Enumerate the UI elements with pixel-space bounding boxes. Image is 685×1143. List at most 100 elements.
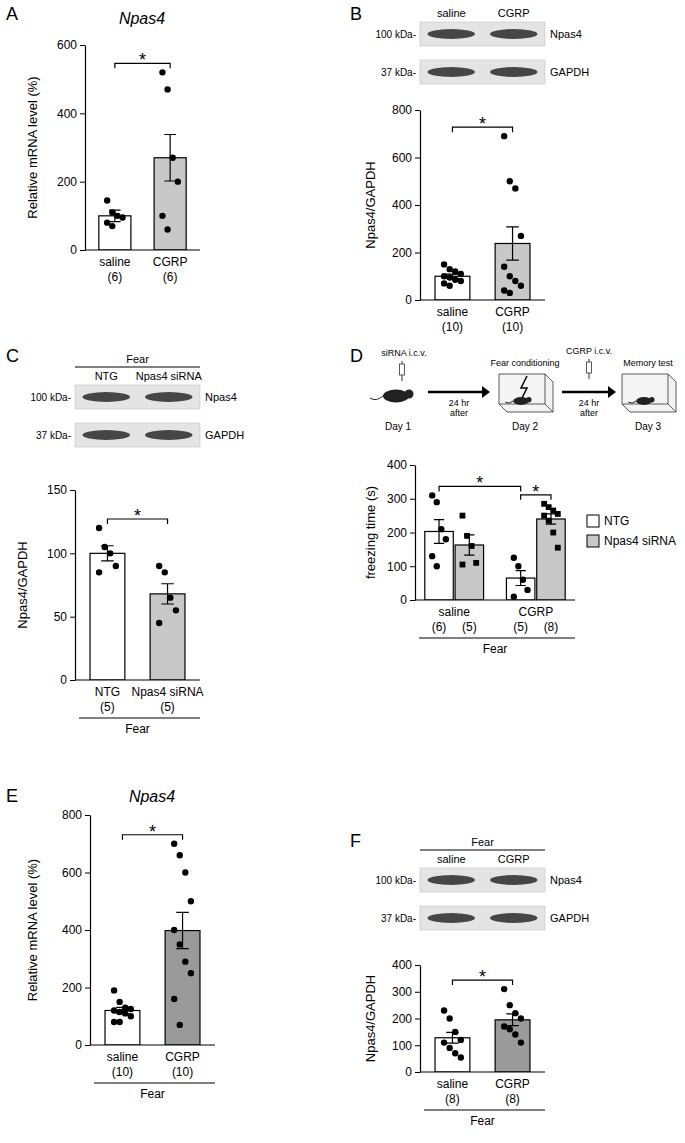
error-bar bbox=[434, 520, 444, 544]
y-axis-title: Relative mRNA level (%) bbox=[25, 76, 40, 218]
n-label: (6) bbox=[432, 620, 447, 634]
data-point bbox=[512, 1031, 518, 1037]
data-point bbox=[507, 273, 513, 279]
group-label: Fear bbox=[470, 1114, 495, 1128]
y-tick: 800 bbox=[62, 808, 90, 822]
category-label: saline bbox=[439, 605, 471, 619]
y-tick: 0 bbox=[70, 243, 85, 257]
blot-protein-label: GAPDH bbox=[550, 912, 589, 924]
data-point bbox=[188, 970, 194, 976]
y-tick-label: 100 bbox=[47, 547, 67, 561]
data-point bbox=[434, 563, 440, 569]
blot-lane-label: NTG bbox=[95, 370, 118, 382]
y-tick-mark bbox=[80, 250, 85, 251]
data-point bbox=[511, 593, 517, 599]
y-tick-label: 400 bbox=[387, 458, 407, 472]
y-tick-mark bbox=[415, 300, 420, 301]
y-tick: 800 bbox=[392, 103, 420, 117]
y-tick-label: 600 bbox=[62, 866, 82, 880]
panel: DsiRNA i.c.v.Day 1Fear conditioningDay 2… bbox=[350, 346, 676, 656]
y-tick-mark bbox=[415, 1019, 420, 1020]
data-point bbox=[429, 492, 435, 498]
error-bar bbox=[546, 514, 556, 524]
significance-label: * bbox=[149, 822, 156, 842]
group-line bbox=[424, 1110, 545, 1111]
plot-area bbox=[90, 525, 185, 680]
data-point bbox=[177, 852, 183, 858]
y-tick: 100 bbox=[47, 547, 75, 561]
data-point bbox=[156, 563, 162, 569]
error-bar bbox=[109, 210, 121, 222]
data-point bbox=[128, 1006, 134, 1012]
n-label: (8) bbox=[445, 1092, 460, 1106]
y-tick-mark bbox=[415, 965, 420, 966]
data-point bbox=[518, 283, 524, 289]
chart-title: Npas4 bbox=[119, 10, 165, 27]
y-tick: 100 bbox=[387, 560, 415, 574]
data-point bbox=[182, 869, 188, 875]
error-bar bbox=[164, 135, 176, 181]
y-tick-mark bbox=[80, 182, 85, 183]
significance-label: * bbox=[476, 473, 483, 493]
blot-band bbox=[83, 392, 131, 402]
data-point bbox=[173, 607, 179, 613]
arrow bbox=[428, 386, 490, 398]
blot-header: Fear bbox=[126, 353, 149, 365]
data-point bbox=[177, 941, 183, 947]
day-label: Day 1 bbox=[385, 421, 412, 432]
data-point bbox=[188, 898, 194, 904]
data-point bbox=[555, 545, 561, 551]
data-point bbox=[473, 560, 479, 566]
y-tick: 200 bbox=[392, 246, 420, 260]
y-axis-line bbox=[90, 816, 91, 1046]
data-point bbox=[507, 178, 513, 184]
blot-size-label: 37 kDa- bbox=[381, 67, 416, 78]
data-point bbox=[96, 569, 102, 575]
data-point bbox=[116, 1009, 122, 1015]
y-tick: 400 bbox=[62, 923, 90, 937]
y-tick-label: 150 bbox=[47, 483, 67, 497]
data-point bbox=[164, 226, 170, 232]
y-tick-label: 800 bbox=[392, 103, 412, 117]
y-tick: 200 bbox=[392, 1012, 420, 1026]
data-point bbox=[507, 290, 513, 296]
data-point bbox=[520, 577, 526, 583]
mouse-icon bbox=[505, 397, 531, 405]
blot-size-label: 100 kDa- bbox=[30, 392, 71, 403]
n-label: (10) bbox=[112, 1065, 133, 1079]
blot-band bbox=[490, 67, 538, 77]
data-point bbox=[512, 1010, 518, 1016]
y-tick-mark bbox=[70, 617, 75, 618]
data-point bbox=[518, 233, 524, 239]
n-label: (10) bbox=[502, 320, 523, 334]
y-tick-label: 50 bbox=[54, 610, 68, 624]
data-point bbox=[116, 1019, 122, 1025]
blot-lane-label: saline bbox=[437, 7, 466, 19]
blot-protein-label: Npas4 bbox=[550, 28, 582, 40]
panel-label: A bbox=[6, 4, 18, 24]
y-tick: 0 bbox=[400, 593, 415, 607]
group-line bbox=[94, 1083, 215, 1084]
day-label: Day 2 bbox=[512, 421, 539, 432]
blot-band bbox=[428, 875, 476, 885]
y-tick-label: 0 bbox=[405, 293, 412, 307]
data-point bbox=[501, 287, 507, 293]
significance-label: * bbox=[479, 114, 486, 134]
y-axis: 0200400600800 bbox=[62, 808, 91, 1052]
y-tick-label: 200 bbox=[392, 246, 412, 260]
data-point bbox=[441, 1039, 447, 1045]
mouse-icon bbox=[628, 397, 654, 405]
mouse-head bbox=[526, 397, 531, 402]
y-tick-mark bbox=[85, 815, 90, 816]
bar bbox=[150, 594, 185, 680]
y-axis: 0200400600 bbox=[57, 38, 86, 257]
panel-label: B bbox=[350, 4, 362, 24]
data-point bbox=[469, 543, 475, 549]
legend-label: NTG bbox=[604, 514, 629, 528]
data-point bbox=[441, 280, 447, 286]
panel-label: C bbox=[6, 346, 19, 366]
significance-label: * bbox=[134, 506, 141, 526]
y-tick-label: 600 bbox=[392, 151, 412, 165]
significance-label: * bbox=[532, 482, 539, 502]
interval-label: 24 hr bbox=[579, 398, 600, 408]
